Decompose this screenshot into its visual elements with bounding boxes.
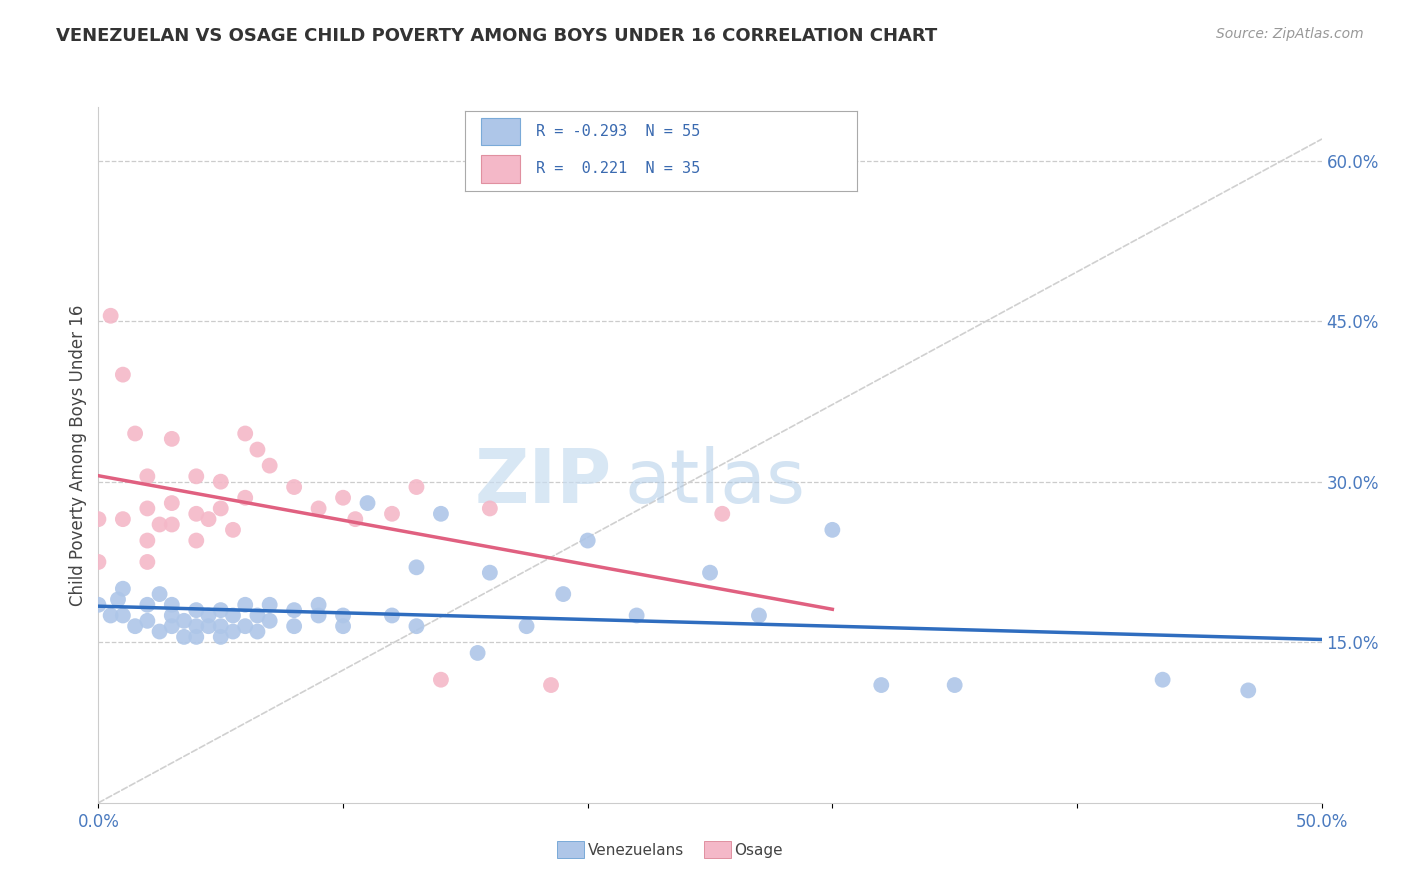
Point <box>160 517 183 532</box>
Point <box>136 614 159 628</box>
Point <box>222 523 245 537</box>
Point <box>332 491 354 505</box>
Point <box>576 533 599 548</box>
Point <box>209 630 232 644</box>
Point <box>173 630 195 644</box>
Point <box>515 619 537 633</box>
Point <box>160 598 183 612</box>
Point <box>283 603 305 617</box>
Point <box>748 608 770 623</box>
Point <box>405 480 427 494</box>
Point <box>87 555 110 569</box>
Point <box>259 614 281 628</box>
Point <box>173 614 195 628</box>
Point <box>1237 683 1260 698</box>
Point <box>405 619 427 633</box>
Point <box>136 469 159 483</box>
Point <box>381 608 404 623</box>
Point <box>87 512 110 526</box>
Point <box>186 630 208 644</box>
Point <box>197 619 219 633</box>
Point <box>711 507 734 521</box>
Point <box>246 608 269 623</box>
Point <box>478 566 501 580</box>
Point <box>136 501 159 516</box>
Point <box>699 566 721 580</box>
Point <box>308 501 330 516</box>
Point <box>186 619 208 633</box>
Point <box>111 512 134 526</box>
Point <box>540 678 562 692</box>
Point <box>160 619 183 633</box>
Point <box>332 619 354 633</box>
Point <box>124 426 146 441</box>
Point <box>233 491 256 505</box>
Point <box>467 646 489 660</box>
Point <box>246 442 269 457</box>
Point <box>233 598 256 612</box>
Point <box>197 608 219 623</box>
Point <box>626 608 648 623</box>
Bar <box>704 841 731 858</box>
Point <box>136 533 159 548</box>
Text: Venezuelans: Venezuelans <box>588 843 683 857</box>
Point <box>160 432 183 446</box>
Text: VENEZUELAN VS OSAGE CHILD POVERTY AMONG BOYS UNDER 16 CORRELATION CHART: VENEZUELAN VS OSAGE CHILD POVERTY AMONG … <box>56 27 938 45</box>
Point <box>186 469 208 483</box>
Point <box>222 624 245 639</box>
Point <box>356 496 378 510</box>
Point <box>478 501 501 516</box>
Point <box>209 501 232 516</box>
Point <box>430 507 453 521</box>
Point <box>209 475 232 489</box>
Point <box>160 608 183 623</box>
Point <box>308 608 330 623</box>
Point <box>186 507 208 521</box>
Text: ZIP: ZIP <box>475 446 612 519</box>
Point <box>233 619 256 633</box>
Point <box>136 598 159 612</box>
Point <box>222 608 245 623</box>
Point <box>283 480 305 494</box>
Point <box>821 523 844 537</box>
Point <box>430 673 453 687</box>
Point <box>136 555 159 569</box>
Point <box>381 507 404 521</box>
Point <box>259 458 281 473</box>
Point <box>100 608 122 623</box>
Point <box>405 560 427 574</box>
Point <box>111 368 134 382</box>
Point <box>209 619 232 633</box>
Point <box>308 598 330 612</box>
Point <box>111 608 134 623</box>
Point <box>209 603 232 617</box>
Point <box>344 512 367 526</box>
Point <box>197 512 219 526</box>
Text: Source: ZipAtlas.com: Source: ZipAtlas.com <box>1216 27 1364 41</box>
Point <box>149 517 172 532</box>
Point <box>943 678 966 692</box>
Point <box>124 619 146 633</box>
Bar <box>557 841 583 858</box>
Point <box>149 624 172 639</box>
Point <box>107 592 129 607</box>
Point <box>160 496 183 510</box>
Point <box>553 587 575 601</box>
Point <box>259 598 281 612</box>
Point <box>111 582 134 596</box>
Point <box>100 309 122 323</box>
Y-axis label: Child Poverty Among Boys Under 16: Child Poverty Among Boys Under 16 <box>69 304 87 606</box>
Point <box>1152 673 1174 687</box>
Point <box>233 426 256 441</box>
Point <box>332 608 354 623</box>
Point <box>246 624 269 639</box>
Text: Osage: Osage <box>734 843 783 857</box>
Point <box>186 533 208 548</box>
Text: atlas: atlas <box>624 446 806 519</box>
Point <box>149 587 172 601</box>
Point <box>870 678 893 692</box>
Point <box>87 598 110 612</box>
Point <box>283 619 305 633</box>
Point <box>186 603 208 617</box>
